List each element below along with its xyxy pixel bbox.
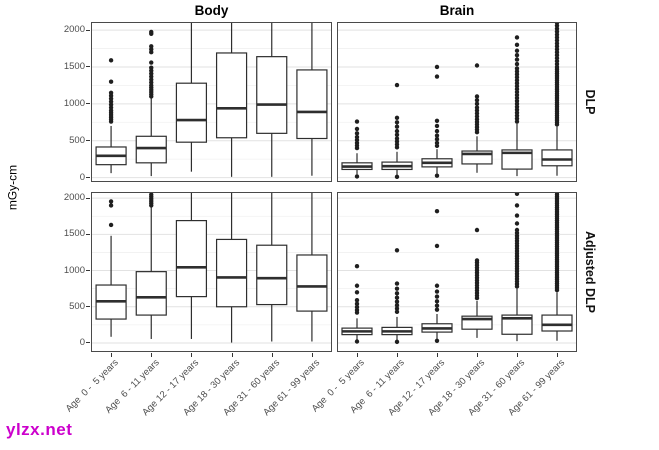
facet-strip-adjusted-dlp: Adjusted DLP <box>583 231 597 313</box>
y-tick-mark <box>86 270 90 272</box>
x-tick-mark <box>231 352 233 357</box>
y-axis-title: mGy-cm <box>5 164 20 211</box>
facet-header-body: Body <box>194 3 229 18</box>
y-tick-mark <box>86 233 90 235</box>
x-tick-mark <box>477 352 478 357</box>
x-tick-mark <box>437 352 438 357</box>
y-tick-label: 2000 <box>63 24 85 36</box>
x-tick-mark <box>271 352 273 357</box>
x-tick-mark <box>357 352 358 357</box>
y-tick-mark <box>86 177 90 179</box>
y-tick-label: 0 <box>79 336 85 348</box>
y-tick-mark <box>86 197 90 199</box>
panel-body-dlp <box>91 22 332 182</box>
y-tick-mark <box>86 29 90 31</box>
y-tick-label: 1500 <box>63 60 85 72</box>
y-tick-label: 0 <box>79 171 85 183</box>
panel-brain-dlp <box>337 22 577 182</box>
y-tick-mark <box>86 140 90 142</box>
x-tick-mark <box>557 352 558 357</box>
y-tick-mark <box>86 66 90 68</box>
y-tick-label: 500 <box>69 300 85 312</box>
x-tick-mark <box>311 352 313 357</box>
y-tick-label: 2000 <box>63 192 85 204</box>
panel-brain-adjusted-dlp <box>337 192 577 352</box>
y-tick-label: 500 <box>69 134 85 146</box>
x-tick-mark <box>517 352 518 357</box>
panel-body-adjusted-dlp <box>91 192 332 352</box>
x-tick-mark <box>111 352 113 357</box>
watermark: ylzx.net <box>6 420 73 439</box>
y-tick-label: 1500 <box>63 228 85 240</box>
y-tick-label: 1000 <box>63 97 85 109</box>
y-tick-label: 1000 <box>63 264 85 276</box>
y-tick-mark <box>86 103 90 105</box>
x-tick-mark <box>397 352 398 357</box>
facet-strip-dlp: DLP <box>583 89 597 115</box>
y-tick-mark <box>86 342 90 344</box>
y-tick-mark <box>86 306 90 308</box>
x-tick-mark <box>151 352 153 357</box>
x-tick-mark <box>191 352 193 357</box>
facet-header-brain: Brain <box>439 3 475 18</box>
